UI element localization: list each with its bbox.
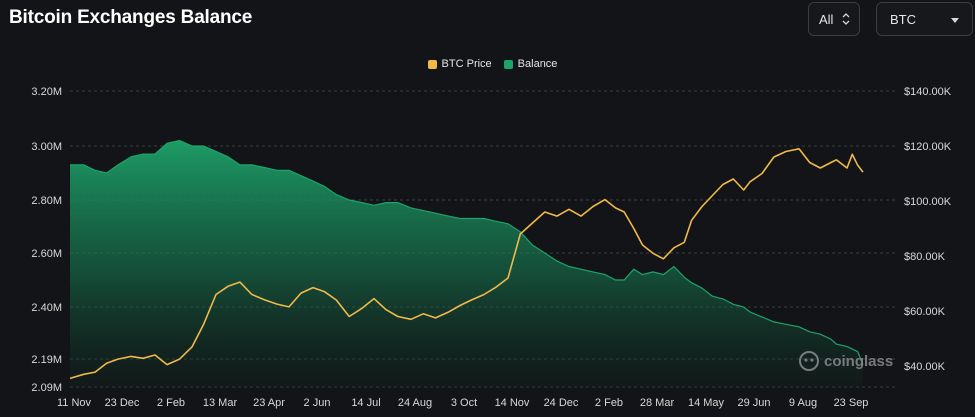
- range-select[interactable]: All: [808, 2, 860, 36]
- btc-price-line: [69, 148, 864, 380]
- y-left-tick-label: 3.20M: [31, 86, 62, 98]
- x-tick-label: 13 Mar: [203, 397, 238, 409]
- x-tick-label: 3 Oct: [451, 397, 477, 409]
- x-tick-label: 2 Jun: [304, 397, 331, 409]
- x-tick-label: 14 May: [688, 397, 725, 409]
- x-tick-label: 9 Aug: [789, 397, 817, 409]
- legend-swatch-btc-price: [427, 59, 437, 69]
- coinglass-logo-icon: [799, 351, 819, 371]
- x-tick-label: 23 Dec: [105, 397, 140, 409]
- x-tick-label: 29 Jun: [737, 397, 770, 409]
- y-right-tick-label: $60.00K: [904, 306, 946, 318]
- y-left-tick-label: 2.60M: [31, 248, 62, 260]
- y-left-tick-label: 3.00M: [31, 141, 62, 153]
- x-tick-label: 23 Apr: [253, 397, 285, 409]
- coinglass-watermark: coinglass: [798, 350, 893, 372]
- y-right-tick-label: $80.00K: [904, 251, 946, 263]
- chevron-down-icon: [951, 18, 959, 23]
- y-right-tick-label: $140.00K: [904, 86, 952, 98]
- chevron-up-down-icon: [842, 13, 850, 25]
- y-left-tick-label: 2.19M: [31, 354, 62, 366]
- y-right-tick-label: $40.00K: [904, 361, 946, 373]
- balance-line: [70, 139, 864, 365]
- x-tick-label: 23 Sep: [834, 397, 869, 409]
- x-tick-label: 24 Aug: [398, 397, 432, 409]
- coin-select-value: BTC: [890, 11, 916, 27]
- watermark-text: coinglass: [824, 352, 894, 370]
- x-tick-label: 2 Feb: [157, 397, 185, 409]
- x-tick-label: 24 Dec: [544, 397, 579, 409]
- coin-select[interactable]: BTC: [876, 2, 973, 36]
- legend-item-btc-price[interactable]: BTC Price: [427, 58, 492, 70]
- x-tick-label: 2 Feb: [595, 397, 623, 409]
- balance-area: [70, 140, 863, 387]
- range-select-value: All: [819, 11, 834, 27]
- x-tick-label: 28 Mar: [640, 397, 675, 409]
- y-left-tick-label: 2.40M: [31, 302, 62, 314]
- chart-legend: BTC Price Balance: [0, 58, 975, 70]
- legend-item-balance[interactable]: Balance: [503, 58, 558, 70]
- page-title: Bitcoin Exchanges Balance: [9, 7, 253, 28]
- y-left-tick-label: 2.09M: [31, 382, 62, 394]
- y-right-tick-label: $100.00K: [904, 196, 952, 208]
- x-tick-label: 14 Nov: [495, 397, 530, 409]
- legend-label-balance: Balance: [517, 58, 558, 70]
- x-tick-label: 11 Nov: [57, 397, 92, 409]
- legend-swatch-balance: [503, 59, 513, 69]
- y-right-tick-label: $120.00K: [904, 141, 952, 153]
- x-tick-label: 14 Jul: [351, 397, 380, 409]
- legend-label-btc-price: BTC Price: [441, 58, 492, 70]
- y-left-tick-label: 2.80M: [31, 195, 62, 207]
